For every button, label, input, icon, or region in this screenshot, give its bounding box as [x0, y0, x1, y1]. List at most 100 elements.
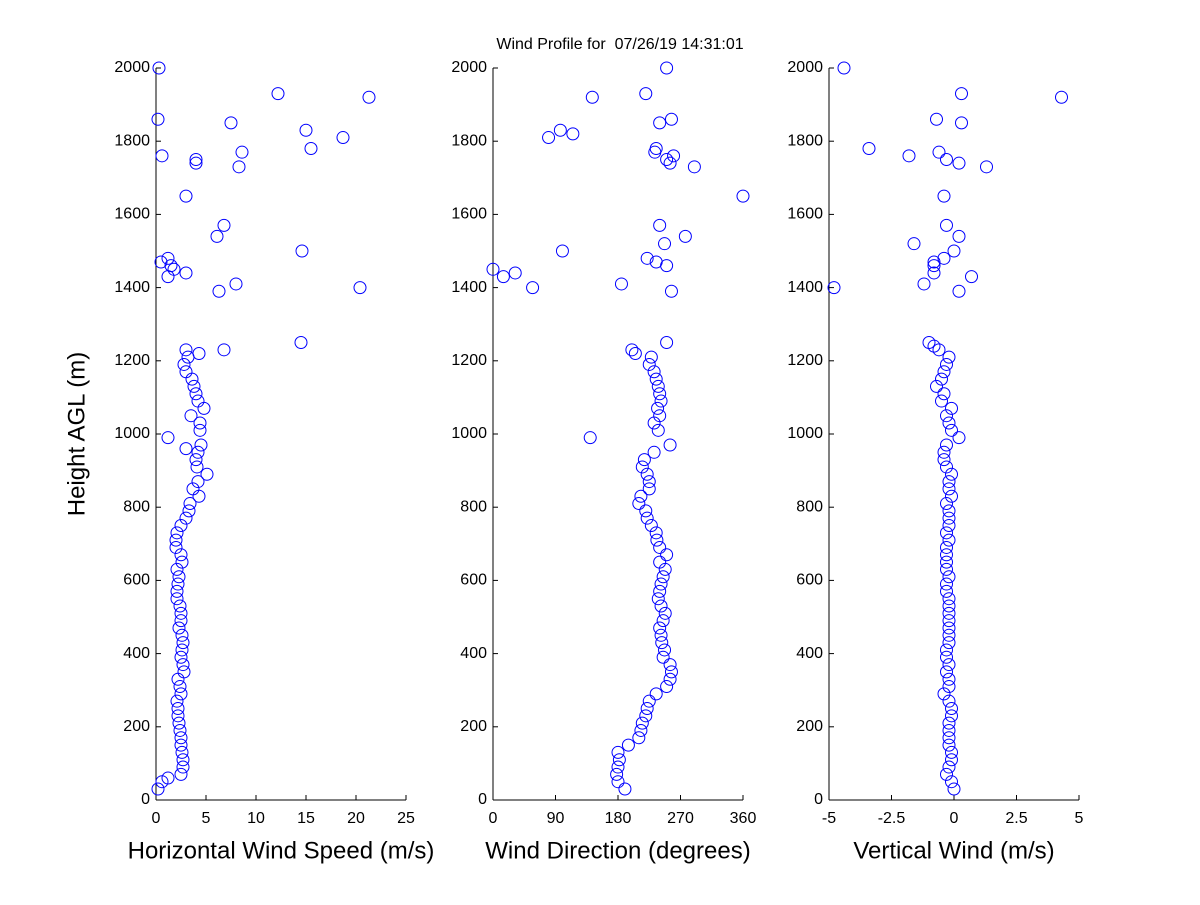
data-point	[642, 482, 656, 496]
data-point	[161, 771, 175, 785]
y-tick-label: 800	[123, 498, 150, 515]
data-point	[687, 160, 701, 174]
data-point	[628, 346, 642, 360]
x-axis-label: Horizontal Wind Speed (m/s)	[128, 837, 435, 864]
data-point	[952, 284, 966, 298]
x-tick-label: 10	[247, 810, 265, 827]
data-point	[189, 387, 203, 401]
y-tick-label: 1400	[114, 279, 150, 296]
data-point	[937, 387, 951, 401]
data-point	[942, 592, 956, 606]
x-tick-label: -2.5	[878, 810, 906, 827]
data-point	[170, 584, 184, 598]
data-point	[930, 112, 943, 126]
data-point	[161, 251, 175, 265]
data-point	[191, 445, 205, 459]
data-point	[664, 284, 678, 298]
data-point	[179, 343, 193, 357]
data-point	[945, 467, 958, 481]
chart-title: Wind Profile for 07/26/19 14:31:01	[496, 36, 743, 53]
data-point	[526, 281, 540, 295]
data-point	[182, 504, 196, 518]
data-point	[183, 497, 197, 511]
data-point	[649, 526, 663, 540]
data-point	[942, 416, 956, 430]
data-point	[937, 189, 951, 203]
data-point	[942, 731, 956, 745]
data-point	[179, 442, 193, 456]
data-point	[940, 548, 953, 562]
data-point	[927, 266, 941, 280]
x-tick-label: 360	[730, 810, 757, 827]
data-point	[649, 372, 663, 386]
y-tick-label: 1000	[451, 425, 487, 442]
data-point	[942, 614, 956, 628]
data-point	[935, 394, 948, 408]
data-point	[653, 218, 667, 232]
data-point	[653, 584, 667, 598]
data-point	[508, 266, 522, 280]
data-point	[181, 350, 195, 364]
data-point	[940, 438, 953, 452]
data-point	[169, 533, 183, 547]
data-point	[179, 365, 193, 379]
data-point	[942, 511, 956, 525]
y-tick-label: 1200	[787, 352, 823, 369]
data-point	[651, 592, 665, 606]
data-point	[942, 716, 956, 730]
data-point	[1055, 90, 1068, 104]
y-tick-label: 0	[478, 791, 487, 808]
data-point	[940, 650, 953, 664]
data-point	[937, 365, 951, 379]
data-point	[174, 767, 188, 781]
data-point	[955, 87, 968, 101]
x-tick-label: 5	[202, 810, 211, 827]
data-point	[542, 131, 556, 145]
data-point	[664, 665, 678, 679]
data-point	[175, 745, 189, 759]
subplot: 0 200 400 600 800 1000 1200 1400 1600 1800 2000 0 90…	[451, 59, 756, 864]
data-point	[192, 489, 206, 503]
data-point	[942, 680, 956, 694]
x-tick-label: 5	[1075, 810, 1084, 827]
data-point	[174, 606, 188, 620]
data-point	[610, 767, 624, 781]
data-point	[155, 149, 169, 163]
x-tick-label: 270	[667, 810, 694, 827]
y-tick-label: 1200	[114, 352, 150, 369]
data-point	[667, 149, 681, 163]
data-point	[955, 116, 968, 130]
y-tick-label: 1400	[451, 279, 487, 296]
data-point	[176, 753, 190, 767]
x-tick-label: 180	[605, 810, 632, 827]
data-point	[179, 511, 193, 525]
data-point	[161, 270, 175, 284]
data-point	[210, 229, 224, 243]
data-point	[170, 526, 184, 540]
data-point	[152, 61, 166, 75]
data-point	[927, 259, 941, 273]
data-point	[176, 636, 190, 650]
data-point	[621, 738, 635, 752]
data-point	[175, 555, 189, 569]
data-point	[940, 497, 953, 511]
data-point	[191, 394, 205, 408]
y-tick-label: 400	[796, 645, 823, 662]
data-point	[942, 628, 956, 642]
data-point	[161, 431, 175, 445]
x-tick-label: 2.5	[1005, 810, 1027, 827]
data-point	[942, 606, 956, 620]
data-point	[658, 643, 672, 657]
data-point	[585, 90, 599, 104]
data-point	[174, 650, 188, 664]
data-point	[170, 592, 184, 606]
data-point	[945, 489, 958, 503]
y-tick-label: 400	[123, 645, 150, 662]
data-point	[294, 336, 308, 349]
data-point	[625, 343, 639, 357]
data-point	[935, 372, 948, 386]
data-point	[174, 687, 188, 701]
data-point	[942, 350, 956, 364]
data-point	[940, 584, 953, 598]
data-point	[647, 445, 661, 459]
